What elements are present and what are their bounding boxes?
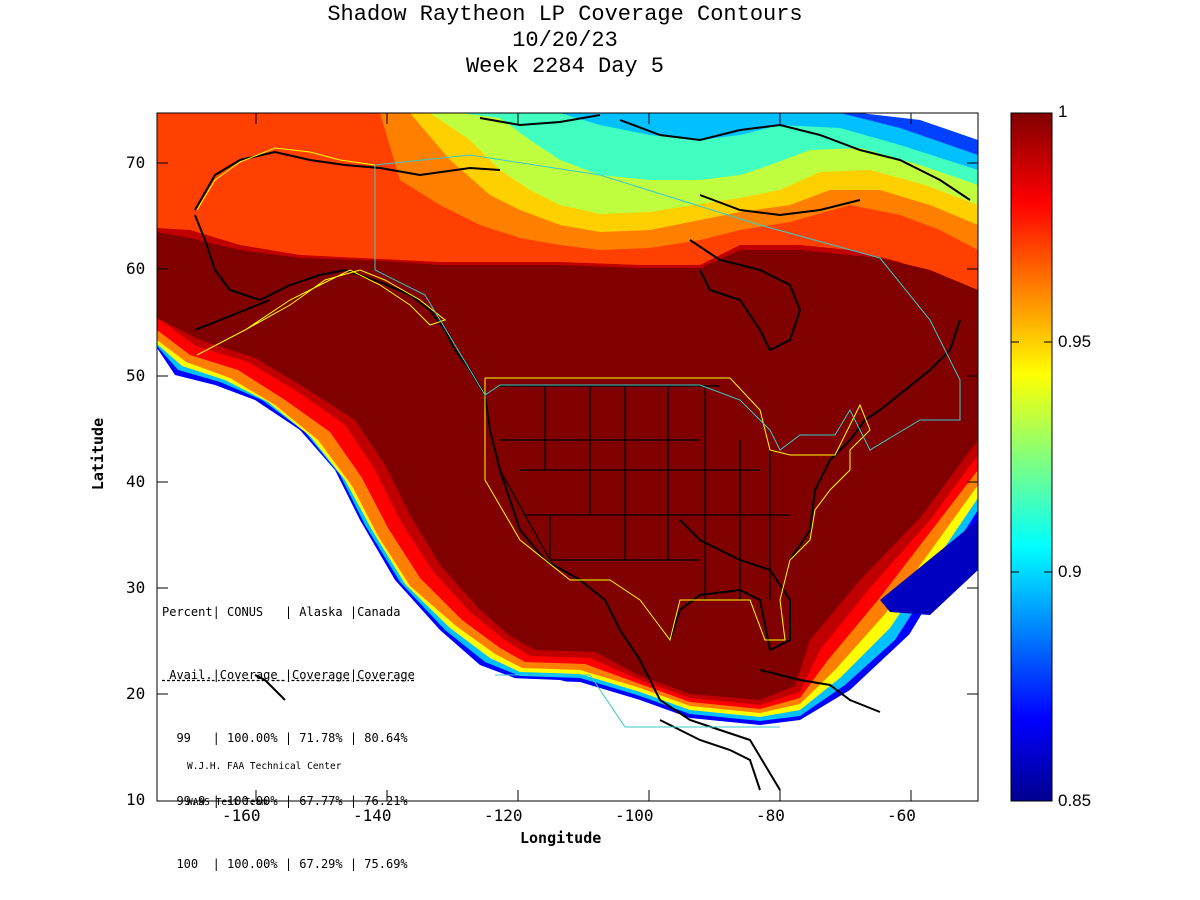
colorbar-tick: 0.85: [1058, 791, 1092, 810]
plot-frame: [156, 112, 979, 802]
x-tick: -60: [887, 806, 916, 825]
x-tick: -160: [222, 806, 261, 825]
y-tick: 20: [126, 684, 146, 703]
axis-ticks: [157, 113, 978, 801]
y-tick: 60: [126, 259, 146, 278]
x-axis-label: Longitude: [520, 829, 602, 847]
table-header: Avail.|Coverage |Coverage|Coverage: [162, 668, 415, 682]
table-header: Percent| CONUS | Alaska |Canada: [162, 605, 401, 619]
table-row: 100 | 100.00% | 67.29% | 75.69%: [162, 857, 408, 871]
table-row: 99 | 100.00% | 71.78% | 80.64%: [162, 731, 408, 745]
service-boundaries: [196, 147, 961, 728]
x-tick: -80: [756, 806, 785, 825]
x-tick: -140: [353, 806, 392, 825]
y-tick: 10: [126, 790, 146, 809]
coverage-contours: [157, 113, 978, 801]
credit-text: W.J.H. FAA Technical Center WAAS Test Te…: [187, 737, 341, 821]
y-tick: 70: [126, 153, 146, 172]
credit-line: W.J.H. FAA Technical Center: [187, 761, 342, 772]
y-axis-label: Latitude: [89, 417, 108, 491]
colorbar-ticks: [1011, 341, 1052, 573]
colorbar: [1010, 112, 1053, 802]
map-title: Shadow Raytheon LP Coverage Contours: [327, 2, 803, 27]
state-borders: [499, 385, 790, 600]
y-tick: 40: [126, 472, 146, 491]
coverage-table: Percent| CONUS | Alaska |Canada Avail.|C…: [162, 560, 415, 896]
colorbar-tick: 0.9: [1058, 562, 1082, 581]
y-tick: 50: [126, 366, 146, 385]
map-date: 10/20/23: [512, 28, 618, 53]
table-row: 99.9 | 100.00% | 67.77% | 76.21%: [162, 794, 408, 808]
x-tick: -100: [615, 806, 654, 825]
colorbar-tick: 0.95: [1058, 332, 1092, 351]
x-tick: -120: [484, 806, 523, 825]
y-tick: 30: [126, 578, 146, 597]
credit-line: WAAS Test Team: [187, 797, 268, 808]
colorbar-tick: 1: [1058, 102, 1068, 121]
map-week-day: Week 2284 Day 5: [465, 54, 665, 79]
